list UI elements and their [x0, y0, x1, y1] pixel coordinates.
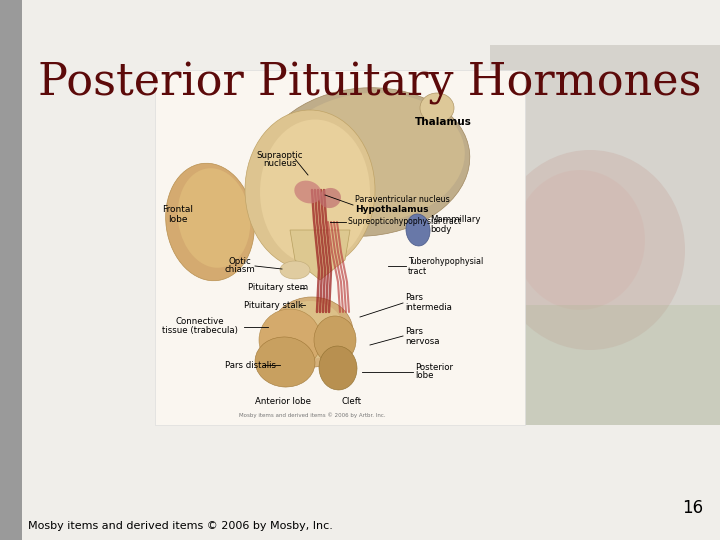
Text: Cleft: Cleft [342, 397, 362, 407]
Text: Pars: Pars [405, 327, 423, 336]
Ellipse shape [166, 163, 254, 281]
Ellipse shape [495, 150, 685, 350]
Bar [490, 305, 720, 425]
Ellipse shape [275, 93, 465, 223]
Ellipse shape [294, 180, 322, 204]
Ellipse shape [245, 110, 375, 270]
Text: Thalamus: Thalamus [415, 117, 472, 127]
Ellipse shape [319, 188, 341, 208]
Ellipse shape [260, 87, 469, 237]
Text: nucleus: nucleus [264, 159, 297, 168]
Text: Pars distalis: Pars distalis [225, 361, 276, 369]
Text: Pituitary stem: Pituitary stem [248, 284, 308, 293]
Text: Posterior Pituitary Hormones: Posterior Pituitary Hormones [38, 62, 701, 105]
Ellipse shape [406, 214, 430, 246]
Ellipse shape [178, 168, 251, 268]
Text: Pituitary stalk: Pituitary stalk [244, 300, 303, 309]
Text: Paraventricular nucleus: Paraventricular nucleus [355, 195, 450, 205]
Bar [155, 70, 525, 425]
Ellipse shape [259, 309, 321, 371]
Ellipse shape [255, 337, 315, 387]
Ellipse shape [314, 316, 356, 364]
Text: Connective: Connective [176, 318, 225, 327]
Text: 16: 16 [682, 499, 703, 517]
Ellipse shape [276, 301, 344, 359]
Text: Mosby items and derived items © 2006 by Artbr. Inc.: Mosby items and derived items © 2006 by … [239, 413, 385, 418]
Text: tissue (trabecula): tissue (trabecula) [162, 327, 238, 335]
Ellipse shape [260, 119, 370, 265]
Text: body: body [430, 225, 451, 233]
Ellipse shape [420, 93, 454, 123]
Text: Mammillary: Mammillary [430, 215, 480, 225]
Text: Hypothalamus: Hypothalamus [355, 206, 428, 214]
Text: Posterior: Posterior [415, 362, 453, 372]
Text: Pars: Pars [405, 294, 423, 302]
Ellipse shape [319, 346, 357, 390]
Text: intermedia: intermedia [405, 302, 452, 312]
Text: Optic: Optic [229, 258, 251, 267]
Text: Frontal: Frontal [163, 206, 194, 214]
Ellipse shape [280, 261, 310, 279]
Text: nervosa: nervosa [405, 336, 439, 346]
Text: tract: tract [408, 267, 427, 275]
Ellipse shape [515, 170, 645, 310]
Bar [0, 0, 22, 540]
Text: Supraoptic: Supraoptic [257, 151, 303, 159]
Text: chiasm: chiasm [225, 266, 256, 274]
Text: Anterior lobe: Anterior lobe [255, 397, 311, 407]
Text: Tuberohypophysial: Tuberohypophysial [408, 258, 483, 267]
Polygon shape [290, 230, 350, 280]
Text: lobe: lobe [168, 214, 188, 224]
Text: lobe: lobe [415, 372, 433, 381]
Text: Supreopticohypophysial tract: Supreopticohypophysial tract [348, 218, 461, 226]
Bar [490, 45, 720, 425]
Ellipse shape [271, 297, 353, 367]
Text: Mosby items and derived items © 2006 by Mosby, Inc.: Mosby items and derived items © 2006 by … [28, 521, 333, 531]
